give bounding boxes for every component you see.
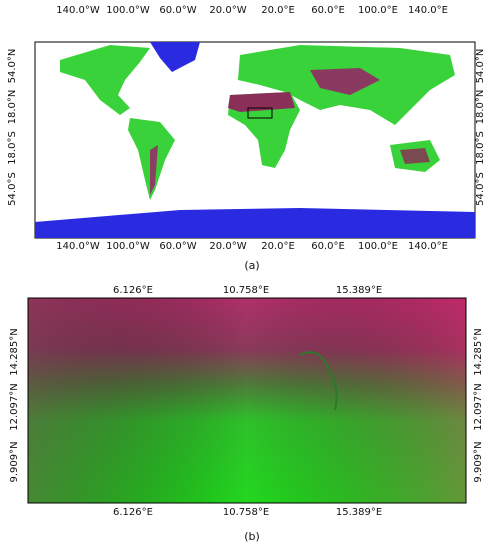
lon-tick-label: 20.0°E	[261, 5, 295, 16]
lat-tick-label: 14.285°N	[9, 328, 20, 375]
lon-tick-label: 10.758°E	[223, 285, 269, 296]
lon-tick-label: 15.389°E	[336, 507, 382, 518]
lat-tick-label: 9.909°N	[473, 441, 484, 482]
region-image	[27, 297, 467, 504]
lat-tick-label: 54.0°N	[475, 49, 486, 84]
lon-tick-label: 6.126°E	[113, 285, 153, 296]
lon-tick-label: 60.0°E	[311, 5, 345, 16]
world-map	[34, 41, 476, 239]
lon-tick-label: 60.0°E	[311, 241, 345, 252]
panel-caption: (a)	[244, 259, 259, 272]
lat-tick-label: 12.097°N	[473, 383, 484, 430]
lon-tick-label: 140.0°E	[408, 5, 448, 16]
lon-tick-label: 20.0°E	[261, 241, 295, 252]
lon-tick-label: 60.0°W	[159, 241, 196, 252]
lat-tick-label: 54.0°N	[7, 49, 18, 84]
panel-caption: (b)	[244, 530, 260, 543]
lon-tick-label: 100.0°W	[106, 241, 150, 252]
lon-tick-label: 140.0°W	[56, 5, 100, 16]
lat-tick-label: 18.0°N	[475, 90, 486, 125]
lon-tick-label: 100.0°W	[106, 5, 150, 16]
lat-tick-label: 18.0°N	[7, 90, 18, 125]
lat-tick-label: 18.0°S	[475, 131, 486, 165]
lon-tick-label: 10.758°E	[223, 507, 269, 518]
lon-tick-label: 140.0°W	[56, 241, 100, 252]
lon-tick-label: 60.0°W	[159, 5, 196, 16]
lon-tick-label: 20.0°W	[209, 5, 246, 16]
lat-tick-label: 12.097°N	[9, 383, 20, 430]
lon-tick-label: 100.0°E	[358, 5, 398, 16]
lat-tick-label: 9.909°N	[9, 441, 20, 482]
lon-tick-label: 140.0°E	[408, 241, 448, 252]
lat-tick-label: 14.285°N	[473, 328, 484, 375]
lon-tick-label: 15.389°E	[336, 285, 382, 296]
lat-tick-label: 18.0°S	[7, 131, 18, 165]
lon-tick-label: 20.0°W	[209, 241, 246, 252]
lat-tick-label: 54.0°S	[475, 172, 486, 206]
lon-tick-label: 100.0°E	[358, 241, 398, 252]
lon-tick-label: 6.126°E	[113, 507, 153, 518]
lat-tick-label: 54.0°S	[7, 172, 18, 206]
